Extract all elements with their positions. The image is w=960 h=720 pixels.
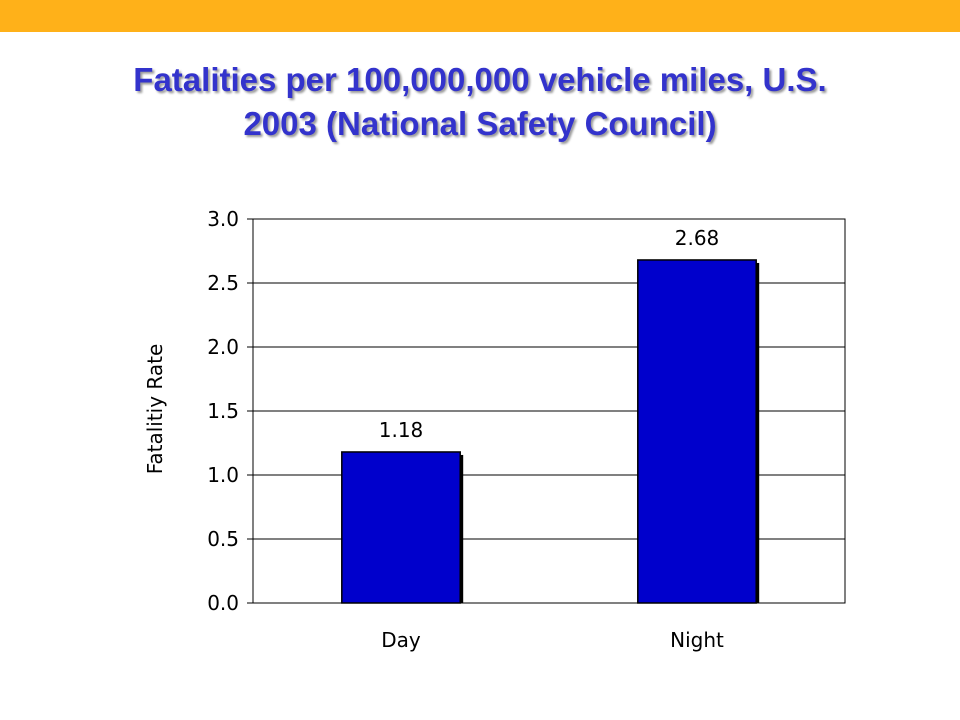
bar-night	[637, 259, 757, 604]
data-label-night: 2.68	[675, 226, 720, 250]
data-label-day: 1.18	[379, 418, 424, 442]
y-tick-label: 1.0	[207, 463, 239, 487]
y-tick-label: 2.0	[207, 335, 239, 359]
y-axis-title: Fatalitiy Rate	[143, 344, 167, 475]
y-tick-label: 0.0	[207, 591, 239, 615]
slide-title-line-2: 2003 (National Safety Council)	[243, 105, 717, 142]
slide-title: Fatalities per 100,000,000 vehicle miles…	[40, 58, 920, 146]
bar-day	[341, 451, 461, 604]
y-tick-label: 1.5	[207, 399, 239, 423]
top-accent-bar	[0, 0, 960, 32]
x-tick-label-night: Night	[670, 628, 724, 652]
slide-title-line-1: Fatalities per 100,000,000 vehicle miles…	[133, 61, 827, 98]
y-tick-label: 3.0	[207, 207, 239, 231]
x-tick-label-day: Day	[381, 628, 421, 652]
plot-area-border	[252, 218, 846, 604]
y-tick-label: 0.5	[207, 527, 239, 551]
y-tick-label: 2.5	[207, 271, 239, 295]
